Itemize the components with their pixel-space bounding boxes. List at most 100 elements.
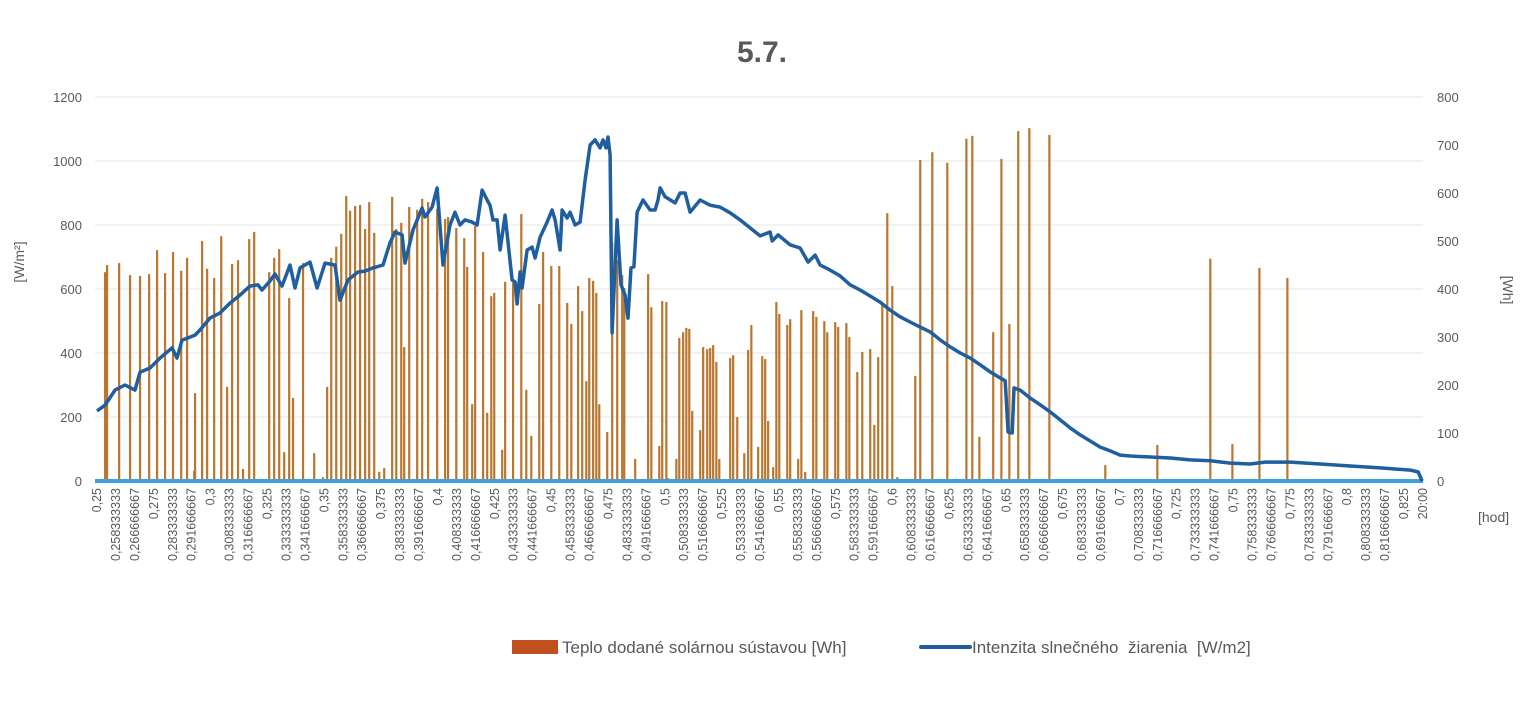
heat-bar	[570, 324, 572, 481]
bar-series	[104, 128, 1289, 481]
heat-bar	[764, 359, 766, 481]
heat-bar	[946, 163, 948, 481]
heat-bar	[965, 139, 967, 481]
heat-bar	[359, 205, 361, 481]
x-tick-label: 0,6	[886, 488, 900, 505]
x-tick-label: 0,8	[1340, 488, 1354, 505]
x-tick-label: 0,741666667	[1208, 488, 1222, 561]
heat-bar	[715, 362, 717, 481]
x-tick-label: 0,658333333	[1018, 488, 1032, 561]
heat-bar	[1258, 268, 1260, 481]
heat-bar	[558, 266, 560, 481]
x-tick-label: 0,333333333	[279, 488, 293, 561]
heat-bar	[1008, 324, 1010, 481]
heat-bar	[688, 329, 690, 481]
heat-bar	[231, 264, 233, 481]
x-tick-label: 0,55	[772, 488, 786, 512]
heat-bar	[919, 160, 921, 481]
line-series	[97, 137, 1422, 481]
heat-bar	[416, 210, 418, 481]
heat-bar	[1048, 135, 1050, 481]
heat-bar	[623, 288, 625, 481]
x-tick-label: 20:00	[1416, 488, 1430, 519]
x-tick-label: 0,758333333	[1246, 488, 1260, 561]
y-left-tick-label: 200	[60, 410, 82, 425]
x-tick-label: 0,325	[260, 488, 274, 519]
x-tick-label: 0,375	[374, 488, 388, 519]
heat-bar	[447, 217, 449, 481]
heat-bar	[1017, 131, 1019, 481]
x-tick-label: 0,416666667	[469, 488, 483, 561]
heat-bar	[455, 228, 457, 481]
heat-bar	[971, 136, 973, 481]
heat-bar	[326, 387, 328, 481]
heat-bar	[592, 281, 594, 481]
heat-bar	[1028, 128, 1030, 481]
gridlines	[95, 97, 1423, 417]
x-tick-label: 0,558333333	[791, 488, 805, 561]
heat-bar	[313, 453, 315, 481]
x-tick-label: 0,283333333	[166, 488, 180, 561]
heat-bar	[156, 250, 158, 481]
y-right-tick-label: 500	[1437, 234, 1459, 249]
y-right-tick-label: 700	[1437, 138, 1459, 153]
heat-bar	[869, 349, 871, 481]
heat-bar	[220, 236, 222, 481]
heat-bar	[761, 356, 763, 481]
y-right-tick-label: 600	[1437, 186, 1459, 201]
heat-bar	[621, 275, 623, 481]
heat-bar	[588, 278, 590, 481]
x-tick-label: 0,308333333	[223, 488, 237, 561]
heat-bar	[786, 325, 788, 481]
heat-bar	[201, 241, 203, 481]
heat-bar	[577, 286, 579, 481]
heat-bar	[368, 202, 370, 481]
heat-bar	[647, 274, 649, 481]
heat-bar	[345, 196, 347, 481]
heat-bar	[436, 209, 438, 481]
heat-bar	[504, 282, 506, 481]
legend: Teplo dodané solárnou sústavou [Wh] Inte…	[512, 638, 1251, 657]
heat-bar	[797, 459, 799, 481]
heat-bar	[226, 387, 228, 481]
heat-bar	[292, 398, 294, 481]
heat-bar	[340, 234, 342, 481]
heat-bar	[400, 223, 402, 481]
heat-bar	[978, 437, 980, 481]
heat-bar	[767, 421, 769, 481]
heat-bar	[373, 233, 375, 481]
heat-bar	[403, 347, 405, 481]
x-tick-label: 0,575	[829, 488, 843, 519]
x-tick-label: 0,616666667	[923, 488, 937, 561]
x-tick-label: 0,408333333	[450, 488, 464, 561]
heat-bar	[550, 266, 552, 481]
x-tick-label: 0,666666667	[1037, 488, 1051, 561]
x-tick-label: 0,591666667	[867, 488, 881, 561]
x-tick-label: 0,391666667	[412, 488, 426, 561]
heat-bar	[486, 413, 488, 481]
y-left-tick-label: 1000	[53, 154, 82, 169]
heat-bar	[992, 332, 994, 481]
heat-bar	[606, 432, 608, 481]
x-tick-label: 0,641666667	[980, 488, 994, 561]
x-tick-label: 0,766666667	[1264, 488, 1278, 561]
heat-bar	[364, 229, 366, 481]
x-tick-label: 0,316666667	[242, 488, 256, 561]
x-tick-label: 0,65	[999, 488, 1013, 512]
heat-bar	[302, 263, 304, 481]
y-right-tick-label: 0	[1437, 474, 1444, 489]
heat-bar	[490, 296, 492, 481]
x-tick-label: 0,5	[658, 488, 672, 505]
heat-bar	[848, 337, 850, 481]
heat-bar	[757, 447, 759, 481]
x-tick-label: 0,341666667	[298, 488, 312, 561]
heat-bar	[268, 272, 270, 481]
heat-bar	[206, 269, 208, 481]
heat-bar	[661, 301, 663, 481]
x-tick-label: 0,483333333	[620, 488, 634, 561]
x-tick-label: 0,45	[545, 488, 559, 512]
heat-bar	[180, 271, 182, 481]
